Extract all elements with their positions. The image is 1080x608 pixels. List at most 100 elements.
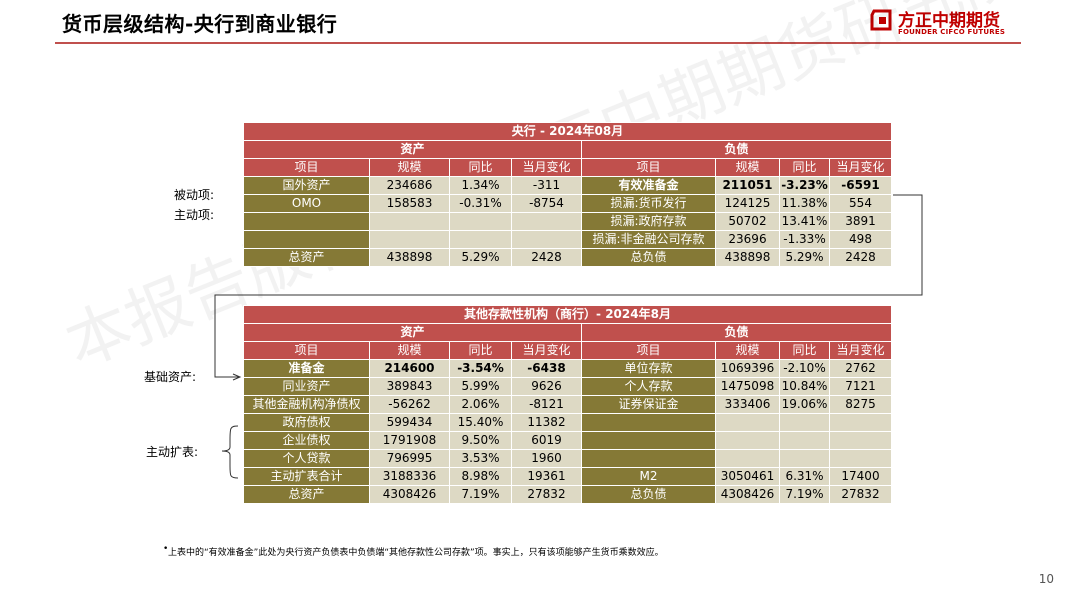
table-title: 其他存款性机构（商行）- 2024年8月 [243,305,892,324]
page-number: 10 [1038,572,1054,586]
table-row: 主动扩表合计 3188336 8.98% 19361 M2 3050461 6.… [243,467,892,486]
table-cell: 15.40% [449,413,512,432]
row-label: 个人存款 [581,377,716,396]
row-label: 总资产 [243,485,370,504]
row-label: 总负债 [581,248,716,267]
table-cell: 11382 [511,413,582,432]
table-cell: 13.41% [779,212,830,231]
table-cell: 9626 [511,377,582,396]
table-row: 政府债权 599434 15.40% 11382 [243,413,892,432]
table-cell: 4308426 [369,485,450,504]
table-cell [779,431,830,450]
column-header: 同比 [779,341,830,360]
assets-header: 资产 [243,140,582,159]
row-label [581,449,716,468]
column-header: 项目 [243,158,370,177]
row-label [243,212,370,231]
table-cell: 4308426 [715,485,780,504]
active-expansion-label: 主动扩表: [146,445,199,459]
table-cell: 554 [829,194,892,213]
column-header: 规模 [369,341,450,360]
row-label: 主动扩表合计 [243,467,370,486]
table-cell [715,449,780,468]
table-cell: 124125 [715,194,780,213]
row-label: 损漏:货币发行 [581,194,716,213]
pboc-balance-sheet-table: 央行 - 2024年08月 资产 负债 项目 规模 同比 当月变化 项目 规模 … [243,122,892,267]
table-cell: 2428 [511,248,582,267]
row-label: 企业债权 [243,431,370,450]
table-cell: 7.19% [449,485,512,504]
table-row: 同业资产 389843 5.99% 9626 个人存款 1475098 10.8… [243,377,892,396]
table-cell: 438898 [715,248,780,267]
column-header: 当月变化 [511,341,582,360]
table-cell [511,230,582,249]
column-header: 规模 [369,158,450,177]
table-row: OMO 158583 -0.31% -8754 损漏:货币发行 124125 1… [243,194,892,213]
table-cell: 333406 [715,395,780,414]
row-label [243,230,370,249]
logo-icon [870,9,892,31]
column-header: 同比 [779,158,830,177]
table-cell: 5.29% [449,248,512,267]
table-cell: -8121 [511,395,582,414]
passive-item-label: 被动项: [174,188,215,202]
column-header: 项目 [243,341,370,360]
row-label: 单位存款 [581,359,716,378]
table-cell: 1960 [511,449,582,468]
table-row: 总资产 4308426 7.19% 27832 总负债 4308426 7.19… [243,485,892,504]
table-cell [829,449,892,468]
column-header: 同比 [449,158,512,177]
table-cell: 438898 [369,248,450,267]
bullet-icon: • [163,544,169,554]
table-cell: 17400 [829,467,892,486]
table-cell: 3050461 [715,467,780,486]
table-cell [715,431,780,450]
liabilities-header: 负债 [581,323,892,342]
table-row: 企业债权 1791908 9.50% 6019 [243,431,892,450]
row-label: 其他金融机构净债权 [243,395,370,414]
table-cell: 6019 [511,431,582,450]
row-label: 个人贷款 [243,449,370,468]
active-item-label: 主动项: [174,208,215,222]
row-label: 有效准备金 [581,176,716,195]
table-cell: 158583 [369,194,450,213]
row-label: 损漏:非金融公司存款 [581,230,716,249]
table-cell: -3.23% [779,176,830,195]
table-cell: 6.31% [779,467,830,486]
row-label [581,413,716,432]
table-cell [511,212,582,231]
table-cell: 19.06% [779,395,830,414]
table-cell [369,212,450,231]
column-header-row: 项目 规模 同比 当月变化 项目 规模 同比 当月变化 [243,341,892,360]
column-header: 规模 [715,158,780,177]
column-header-row: 项目 规模 同比 当月变化 项目 规模 同比 当月变化 [243,158,892,177]
liabilities-header: 负债 [581,140,892,159]
table-cell: -8754 [511,194,582,213]
table-cell: 1069396 [715,359,780,378]
row-label: 准备金 [243,359,370,378]
base-asset-label: 基础资产: [144,370,197,384]
table-cell: 10.84% [779,377,830,396]
table-cell [715,413,780,432]
table-cell: 11.38% [779,194,830,213]
table-title: 央行 - 2024年08月 [243,122,892,141]
page-title: 货币层级结构-央行到商业银行 [62,12,338,36]
table-cell: 7121 [829,377,892,396]
table-cell: -6591 [829,176,892,195]
table-cell: 27832 [829,485,892,504]
table-cell [369,230,450,249]
logo-text-en: FOUNDER CIFCO FUTURES [898,28,1006,36]
table-cell: 9.50% [449,431,512,450]
bank-balance-sheet-table: 其他存款性机构（商行）- 2024年8月 资产 负债 项目 规模 同比 当月变化… [243,305,892,504]
table-cell: 3.53% [449,449,512,468]
row-label [581,431,716,450]
table-cell: 796995 [369,449,450,468]
row-label: 国外资产 [243,176,370,195]
table-cell: 599434 [369,413,450,432]
table-cell: 23696 [715,230,780,249]
row-label: OMO [243,194,370,213]
assets-header: 资产 [243,323,582,342]
company-logo: 方正中期期货 FOUNDER CIFCO FUTURES [870,6,1020,38]
table-cell: -0.31% [449,194,512,213]
